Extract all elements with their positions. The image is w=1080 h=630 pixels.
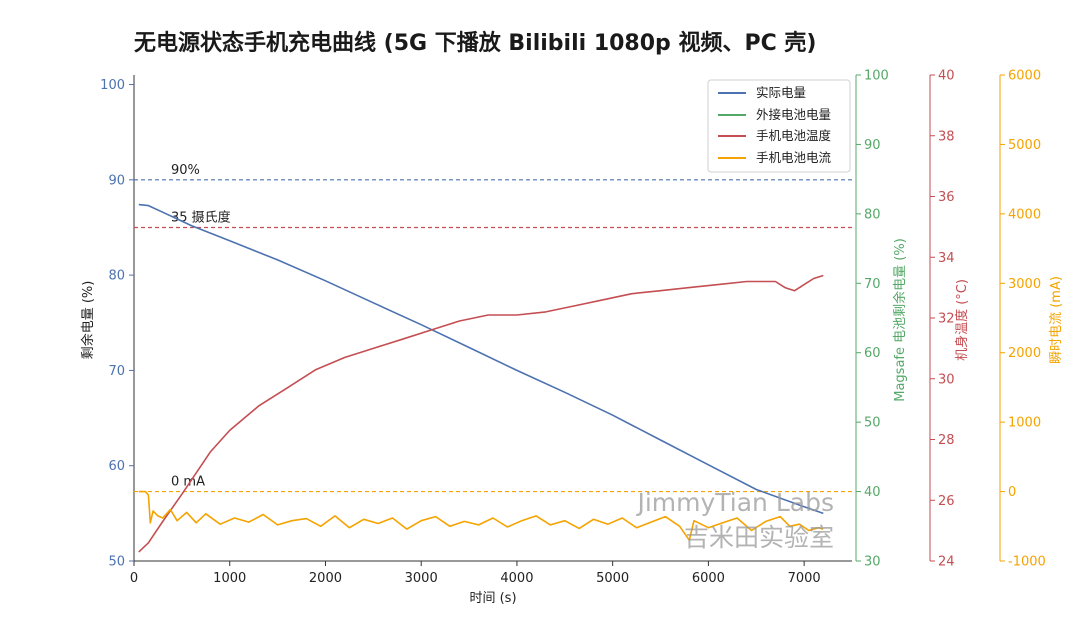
y-tick-label-temp: 28 bbox=[938, 433, 955, 448]
x-tick-label: 1000 bbox=[213, 571, 246, 586]
y-tick-label-current: 0 bbox=[1008, 485, 1016, 500]
y-tick-label-battery: 60 bbox=[108, 459, 125, 474]
legend-label-magsafe: 外接电池电量 bbox=[756, 107, 831, 122]
reference-line-label-1: 35 摄氏度 bbox=[171, 209, 231, 225]
legend-label-temperature: 手机电池温度 bbox=[756, 128, 832, 143]
y-tick-label-temp: 24 bbox=[938, 555, 955, 570]
y-axis-label-current: 瞬时电流 (mA) bbox=[1049, 276, 1064, 364]
y-tick-label-current: 3000 bbox=[1008, 277, 1041, 292]
watermark-english: JimmyTian Labs bbox=[635, 488, 834, 517]
y-axis-label-magsafe: Magsafe 电池剩余电量 (%) bbox=[892, 238, 908, 402]
series-temperature-line bbox=[138, 274, 824, 553]
axes: 0 1000 2000 3000 4000 5000 6000 700050607080901… bbox=[100, 69, 1046, 587]
y-axis-label-battery: 剩余电量 (%) bbox=[80, 281, 96, 360]
y-tick-label-temp: 40 bbox=[938, 69, 955, 84]
x-axis-label: 时间 (s) bbox=[469, 591, 516, 606]
legend-box bbox=[707, 79, 851, 173]
series-current-line bbox=[138, 490, 824, 542]
x-tick-label: 5000 bbox=[596, 571, 629, 586]
y-tick-label-current: 4000 bbox=[1008, 207, 1041, 222]
x-tick-label: 6000 bbox=[692, 571, 725, 586]
legend-label-battery: 实际电量 bbox=[756, 85, 806, 100]
y-tick-label-temp: 32 bbox=[938, 312, 955, 327]
y-tick-label-battery: 80 bbox=[108, 269, 125, 284]
watermark: JimmyTian Labs 吉米田实验室 bbox=[635, 488, 834, 552]
y-tick-label-battery: 90 bbox=[108, 173, 125, 188]
y-tick-label-battery: 100 bbox=[100, 78, 125, 93]
series-battery-line bbox=[138, 203, 824, 515]
y-tick-label-temp: 26 bbox=[938, 494, 955, 509]
x-tick-label: 4000 bbox=[500, 571, 533, 586]
legend-label-current: 手机电池电流 bbox=[756, 150, 832, 165]
watermark-chinese: 吉米田实验室 bbox=[684, 523, 834, 552]
y-tick-label-magsafe: 100 bbox=[864, 69, 889, 84]
reference-line-label-2: 0 mA bbox=[171, 475, 205, 490]
reference-line-label-0: 90% bbox=[171, 163, 200, 178]
x-tick-label: 3000 bbox=[405, 571, 438, 586]
y-tick-label-current: 1000 bbox=[1008, 416, 1041, 431]
y-tick-label-current: 6000 bbox=[1008, 69, 1041, 84]
y-tick-label-magsafe: 90 bbox=[864, 138, 881, 153]
y-tick-label-temp: 34 bbox=[938, 251, 955, 266]
x-tick-label: 7000 bbox=[788, 571, 821, 586]
y-tick-label-magsafe: 70 bbox=[864, 277, 881, 292]
x-tick-label: 0 bbox=[130, 571, 138, 586]
reference-lines: 90% 35 摄氏度 0 mA bbox=[134, 163, 852, 493]
y-tick-label-current: 2000 bbox=[1008, 346, 1041, 361]
y-tick-label-current: -1000 bbox=[1008, 555, 1046, 570]
y-tick-label-temp: 36 bbox=[938, 190, 955, 205]
y-tick-label-magsafe: 30 bbox=[864, 555, 881, 570]
y-tick-label-magsafe: 40 bbox=[864, 485, 881, 500]
y-tick-label-battery: 70 bbox=[108, 364, 125, 379]
series-lines bbox=[138, 203, 824, 553]
plot-frame bbox=[133, 75, 852, 562]
y-tick-label-magsafe: 80 bbox=[864, 207, 881, 222]
y-tick-label-current: 5000 bbox=[1008, 138, 1041, 153]
y-tick-label-temp: 38 bbox=[938, 129, 955, 144]
legend: 实际电量 外接电池电量 手机电池温度 手机电池电流 bbox=[707, 79, 851, 173]
y-tick-label-magsafe: 60 bbox=[864, 346, 881, 361]
y-axis-label-temperature: 机身温度 (°C) bbox=[954, 279, 970, 361]
y-tick-label-battery: 50 bbox=[108, 555, 125, 570]
chart-title: 无电源状态手机充电曲线 (5G 下播放 Bilibili 1080p 视频、PC… bbox=[134, 30, 816, 56]
y-tick-label-magsafe: 50 bbox=[864, 416, 881, 431]
x-tick-label: 2000 bbox=[309, 571, 342, 586]
y-tick-label-temp: 30 bbox=[938, 372, 955, 387]
